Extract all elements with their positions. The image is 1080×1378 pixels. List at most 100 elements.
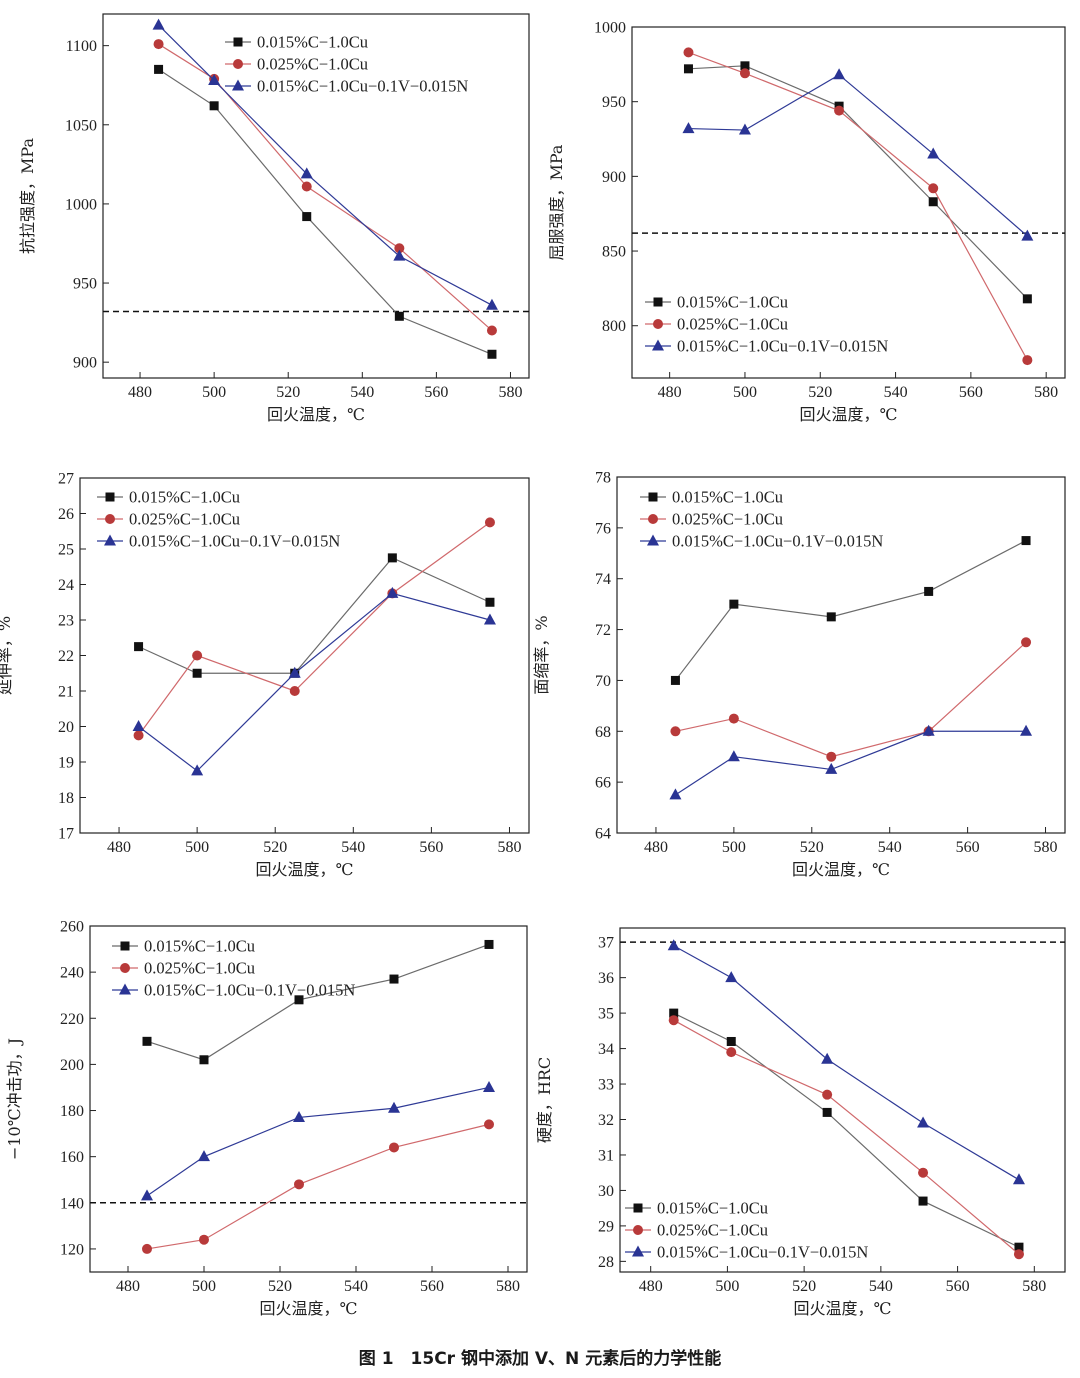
y-tick-label: 30 bbox=[598, 1183, 614, 1200]
x-tick-label: 500 bbox=[715, 1278, 739, 1295]
data-point-series-2 bbox=[289, 686, 300, 696]
chart-panel-5: 480 500 520 540 560 580 120 140 160 180 200 220 240 2… bbox=[5, 919, 528, 1318]
legend-label: 0.025%C−1.0Cu bbox=[677, 315, 788, 334]
x-tick-label: 560 bbox=[956, 839, 980, 856]
legend-marker bbox=[232, 79, 244, 91]
x-axis-label: 回火温度，℃ bbox=[267, 405, 365, 424]
data-point-series-3 bbox=[485, 298, 498, 310]
y-tick-label: 22 bbox=[58, 648, 74, 665]
data-point-series-1 bbox=[726, 1036, 736, 1046]
x-tick-label: 580 bbox=[497, 839, 521, 856]
data-point-series-1 bbox=[683, 64, 693, 74]
legend-label: 0.025%C−1.0Cu bbox=[144, 959, 255, 978]
y-tick-label: 68 bbox=[595, 724, 611, 741]
data-point-series-1 bbox=[192, 668, 202, 678]
legend-label: 0.015%C−1.0Cu bbox=[257, 33, 368, 52]
data-point-series-3 bbox=[1012, 1173, 1025, 1185]
y-tick-label: 1000 bbox=[65, 196, 97, 213]
y-tick-label: 19 bbox=[58, 755, 74, 772]
x-tick-label: 480 bbox=[128, 384, 152, 401]
series-line-1 bbox=[138, 557, 491, 674]
series-line-3 bbox=[138, 592, 491, 772]
data-point-series-3 bbox=[132, 720, 145, 731]
y-tick-label: 25 bbox=[58, 542, 74, 559]
data-point-series-3 bbox=[191, 764, 204, 776]
y-axis-label: 抗拉强度，MPa bbox=[18, 138, 37, 254]
data-point-series-3 bbox=[386, 586, 399, 598]
data-point-series-3 bbox=[927, 147, 940, 159]
legend-marker bbox=[233, 37, 243, 47]
data-point-series-3 bbox=[667, 939, 680, 951]
x-tick-label: 520 bbox=[800, 839, 824, 856]
data-point-series-3 bbox=[208, 73, 221, 85]
x-tick-label: 520 bbox=[808, 384, 832, 401]
data-point-series-3 bbox=[293, 1110, 305, 1122]
legend-marker bbox=[120, 963, 130, 973]
y-tick-label: 66 bbox=[595, 775, 611, 792]
x-tick-label: 500 bbox=[722, 839, 746, 856]
data-point-series-3 bbox=[288, 666, 301, 678]
y-tick-label: 120 bbox=[60, 1241, 84, 1258]
data-point-series-1 bbox=[1022, 294, 1032, 304]
data-point-series-1 bbox=[294, 995, 304, 1005]
legend-label: 0.015%C−1.0Cu−0.1V−0.015N bbox=[144, 981, 355, 1000]
data-point-series-1 bbox=[1021, 536, 1031, 546]
y-axis-label: 延伸率，% bbox=[0, 616, 14, 695]
data-point-series-2 bbox=[1021, 637, 1032, 648]
legend-marker bbox=[633, 1225, 643, 1235]
x-axis-label: 回火温度，℃ bbox=[800, 405, 898, 424]
y-tick-label: 800 bbox=[602, 318, 626, 335]
data-point-series-2 bbox=[826, 751, 837, 762]
data-point-series-2 bbox=[928, 183, 939, 194]
data-point-series-3 bbox=[300, 167, 313, 179]
data-point-series-3 bbox=[725, 971, 738, 983]
y-tick-label: 70 bbox=[595, 673, 611, 690]
series-line-2 bbox=[138, 521, 491, 736]
legend-label: 0.015%C−1.0Cu−0.1V−0.015N bbox=[129, 532, 340, 551]
data-point-series-2 bbox=[670, 726, 681, 737]
y-tick-label: 260 bbox=[60, 919, 84, 936]
y-tick-label: 220 bbox=[60, 1011, 84, 1028]
data-point-series-2 bbox=[294, 1179, 304, 1190]
x-tick-label: 540 bbox=[344, 1278, 368, 1295]
data-point-series-2 bbox=[668, 1015, 679, 1026]
data-point-series-2 bbox=[301, 181, 312, 192]
y-tick-label: 900 bbox=[73, 355, 97, 372]
data-point-series-1 bbox=[484, 939, 494, 949]
data-point-series-2 bbox=[486, 325, 497, 336]
data-point-series-1 bbox=[1014, 1242, 1024, 1252]
y-tick-label: 240 bbox=[60, 965, 84, 982]
data-point-series-2 bbox=[484, 517, 495, 528]
data-point-series-2 bbox=[192, 650, 203, 661]
legend-label: 0.015%C−1.0Cu bbox=[677, 293, 788, 312]
x-tick-label: 480 bbox=[644, 839, 668, 856]
legend-marker bbox=[105, 514, 115, 524]
y-axis-label: 面缩率，% bbox=[532, 615, 551, 694]
data-point-series-1 bbox=[387, 553, 397, 563]
x-axis-label: 回火温度，℃ bbox=[792, 860, 890, 879]
plot-frame bbox=[89, 925, 528, 1273]
x-tick-label: 520 bbox=[276, 384, 300, 401]
data-point-series-2 bbox=[484, 1119, 494, 1130]
legend-marker bbox=[233, 59, 243, 69]
y-tick-label: 35 bbox=[598, 1006, 614, 1023]
legend-marker bbox=[653, 297, 663, 307]
y-axis-label: 屈服强度，MPa bbox=[547, 144, 566, 260]
x-tick-label: 520 bbox=[792, 1278, 816, 1295]
series-line-3 bbox=[675, 730, 1027, 796]
data-point-series-1 bbox=[394, 311, 404, 321]
y-tick-label: 76 bbox=[595, 520, 611, 537]
x-tick-label: 540 bbox=[884, 384, 908, 401]
y-tick-label: 32 bbox=[598, 1112, 614, 1129]
x-tick-label: 560 bbox=[946, 1278, 970, 1295]
y-tick-label: 36 bbox=[598, 970, 614, 987]
y-tick-label: 950 bbox=[73, 276, 97, 293]
legend-label: 0.015%C−1.0Cu−0.1V−0.015N bbox=[257, 77, 468, 96]
series-line-3 bbox=[673, 945, 1020, 1181]
plot-frame bbox=[619, 927, 1066, 1273]
data-point-series-1 bbox=[822, 1107, 832, 1117]
legend-label: 0.015%C−1.0Cu−0.1V−0.015N bbox=[677, 337, 888, 356]
series-line-1 bbox=[674, 540, 1027, 681]
data-point-series-3 bbox=[1020, 724, 1033, 736]
data-point-series-2 bbox=[822, 1089, 833, 1100]
